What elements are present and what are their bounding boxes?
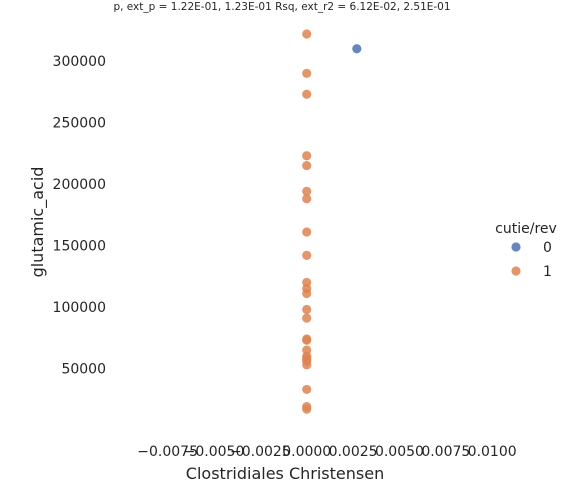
y-tick-label: 250000 <box>53 116 106 132</box>
legend-label: 1 <box>543 264 552 280</box>
x-tick-label: −0.0075 <box>137 444 198 460</box>
data-point <box>302 360 312 370</box>
x-tick-label: 0.0000 <box>282 444 331 460</box>
data-point <box>352 44 362 54</box>
data-point <box>302 89 312 99</box>
y-tick-label: 100000 <box>53 300 106 316</box>
y-axis-label: glutamic_acid <box>28 167 48 278</box>
data-point <box>302 313 312 323</box>
legend: cutie/rev 0 1 <box>495 221 557 280</box>
y-tick-label: 200000 <box>53 177 106 193</box>
data-point <box>302 404 312 414</box>
x-tick-label: 0.0100 <box>468 444 517 460</box>
data-point <box>302 68 312 78</box>
data-point <box>302 160 312 171</box>
legend-marker <box>511 242 521 252</box>
legend-marker <box>511 266 521 276</box>
x-tick-label: −0.0050 <box>184 444 245 460</box>
y-tick-label: 150000 <box>53 239 106 255</box>
data-point <box>302 384 312 395</box>
legend-label: 0 <box>543 240 552 256</box>
x-axis-ticks: −0.0075−0.0050−0.00250.00000.00250.00500… <box>137 444 516 460</box>
data-point <box>302 186 312 197</box>
data-point <box>302 304 312 315</box>
chart-title: p, ext_p = 1.22E-01, 1.23E-01 Rsq, ext_r… <box>113 1 450 13</box>
x-tick-label: 0.0025 <box>329 444 378 460</box>
x-tick-label: 0.0050 <box>375 444 424 460</box>
data-point <box>302 151 312 161</box>
x-tick-label: 0.0075 <box>421 444 470 460</box>
data-point <box>302 288 312 299</box>
y-tick-label: 300000 <box>53 54 106 70</box>
data-point <box>302 250 312 260</box>
data-point <box>302 29 312 39</box>
data-point <box>302 227 312 237</box>
legend-title: cutie/rev <box>495 221 557 237</box>
y-tick-label: 50000 <box>61 362 106 378</box>
y-axis-ticks: 50000 100000 150000 200000 250000 300000 <box>53 54 106 377</box>
x-tick-label: −0.0025 <box>230 444 291 460</box>
data-point <box>302 335 312 345</box>
data-point <box>302 194 312 204</box>
data-points <box>302 29 362 414</box>
x-axis-label: Clostridiales Christensen <box>186 464 384 483</box>
